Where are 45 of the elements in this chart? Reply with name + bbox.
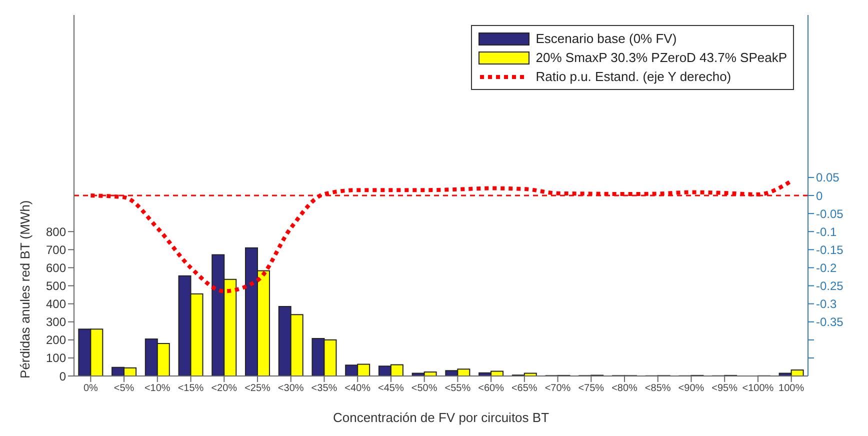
x-tick-label: <90% — [678, 383, 704, 394]
y-tick-label: 600 — [46, 260, 66, 275]
x-tick-label: <55% — [444, 383, 471, 394]
legend-label: 20% SmaxP 30.3% PZeroD 43.7% SPeakP — [536, 50, 787, 65]
x-tick-label: 100% — [778, 383, 804, 394]
x-tick-label: <65% — [511, 383, 538, 394]
x-tick-label: <60% — [478, 383, 504, 394]
x-tick-label: <100% — [742, 383, 774, 394]
x-tick-label: <80% — [612, 383, 638, 394]
y2-tick-label: -0.3 — [816, 297, 838, 312]
x-tick-label: <30% — [278, 383, 304, 394]
y2-tick-label: 0 — [816, 188, 823, 203]
legend-label: Ratio p.u. Estand. (eje Y derecho) — [536, 69, 732, 84]
x-tick-label: <5% — [114, 383, 134, 394]
y-tick-label: 100 — [46, 351, 66, 366]
x-tick-label: <35% — [311, 383, 338, 394]
x-tick-label: <45% — [378, 383, 404, 394]
x-tick-label: 0% — [83, 383, 98, 394]
x-tick-label: <25% — [244, 383, 271, 394]
y-tick-label: 0 — [59, 369, 66, 384]
y-tick-label: 700 — [46, 242, 66, 257]
y2-tick-label: -0.1 — [816, 224, 838, 239]
y2-tick-label: -0.05 — [816, 206, 844, 221]
y2-tick-label: -0.15 — [816, 242, 844, 257]
y2-tick-label: 0.05 — [816, 170, 840, 185]
y-tick-label: 200 — [46, 333, 66, 348]
y-tick-label: 500 — [46, 279, 66, 294]
y2-tick-label: -0.2 — [816, 260, 838, 275]
y-tick-label: 800 — [46, 224, 66, 239]
y-axis-title: Pérdidas anules red BT (MWh) — [17, 200, 32, 378]
x-tick-label: <75% — [578, 383, 604, 394]
x-tick-label: <40% — [344, 383, 371, 394]
x-axis-title: Concentración de FV por circuitos BT — [332, 410, 550, 425]
x-tick-label: <15% — [178, 383, 204, 394]
x-tick-label: <10% — [144, 383, 170, 394]
y-tick-label: 400 — [46, 297, 66, 312]
legend-label: Escenario base (0% FV) — [536, 31, 677, 46]
x-tick-label: <50% — [411, 383, 438, 394]
x-tick-label: <85% — [644, 383, 671, 394]
x-tick-label: <95% — [712, 383, 738, 394]
x-tick-label: <20% — [211, 383, 238, 394]
y2-tick-label: -0.35 — [816, 315, 844, 330]
y2-tick-label: -0.25 — [816, 279, 844, 294]
y-tick-label: 300 — [46, 315, 66, 330]
x-tick-label: <70% — [544, 383, 571, 394]
